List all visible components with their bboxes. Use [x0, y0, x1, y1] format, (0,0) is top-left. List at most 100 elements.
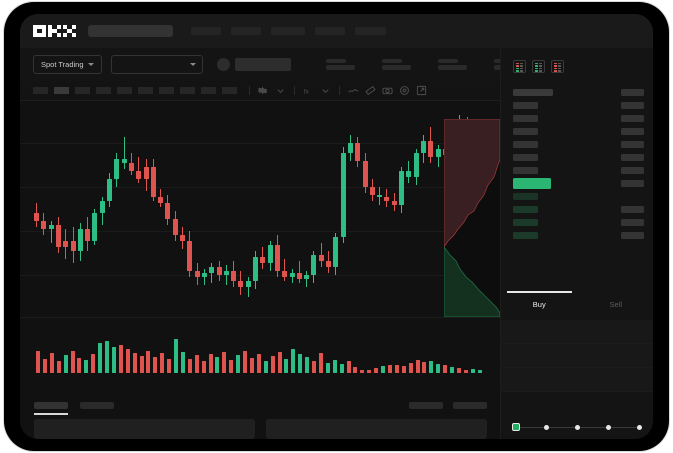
candle-body [369, 187, 375, 195]
volume-bar [56, 361, 61, 373]
bottom-tab-order-history[interactable] [80, 401, 114, 409]
candle-body [201, 273, 207, 277]
volume-bar [263, 361, 268, 373]
orderbook-bid-row[interactable] [501, 216, 653, 229]
timeframe-1w[interactable] [180, 87, 195, 94]
nav-item-1[interactable] [191, 27, 221, 35]
orderbook-ask-row-price [513, 115, 538, 122]
slider-dot[interactable] [636, 424, 642, 430]
candlestick-chart-icon[interactable] [258, 85, 269, 96]
okx-logo-k [48, 24, 61, 38]
volume-bar [270, 356, 275, 373]
market-depth-overlay[interactable] [443, 118, 500, 317]
order-form-amount-field[interactable] [501, 344, 653, 368]
chevron-down-icon[interactable] [275, 85, 286, 96]
volume-bar [284, 359, 289, 373]
order-amount-slider[interactable] [512, 422, 643, 432]
volume-bar [318, 353, 323, 373]
timeframe-5m[interactable] [54, 87, 69, 94]
candle-body [128, 163, 134, 171]
candle-body [282, 271, 288, 277]
timeframe-1m[interactable] [33, 87, 48, 94]
orderbook-ask-row[interactable] [501, 151, 653, 164]
line-chart-icon[interactable] [348, 85, 359, 96]
orderbook-bid-row[interactable] [501, 203, 653, 216]
timeframe-4h[interactable] [138, 87, 153, 94]
orderbook-ask-row-price [513, 167, 538, 174]
order-form-total-field[interactable] [501, 368, 653, 392]
spot-trading-dropdown[interactable]: Spot Trading [33, 55, 102, 74]
timeframe-15m[interactable] [75, 87, 90, 94]
nav-item-2[interactable] [231, 27, 261, 35]
order-form-price-field[interactable] [501, 320, 653, 344]
orderbook-view-both-icon[interactable] [513, 60, 526, 73]
okx-logo[interactable] [33, 24, 76, 38]
orderbook-spread-row[interactable] [501, 177, 653, 190]
orderbook-ask-row[interactable] [501, 112, 653, 125]
candle-wick [138, 157, 140, 183]
nav-item-5[interactable] [355, 27, 386, 35]
orderbook-bid-row[interactable] [501, 190, 653, 203]
candle-body [55, 225, 61, 247]
camera-icon[interactable] [382, 85, 393, 96]
orderbook-bid-row[interactable] [501, 229, 653, 242]
nav-item-3[interactable] [271, 27, 305, 35]
orderbook-ask-row[interactable] [501, 125, 653, 138]
volume-bar [187, 359, 192, 373]
timeframe-1d[interactable] [159, 87, 174, 94]
volume-bar [360, 370, 365, 373]
candle-body [223, 271, 229, 275]
volume-bar [312, 361, 316, 373]
timeframe-1mo[interactable] [201, 87, 216, 94]
candle-wick [306, 271, 308, 287]
candle-wick [284, 259, 286, 281]
bottom-panel-right[interactable] [266, 419, 487, 439]
bottom-action-2[interactable] [453, 401, 487, 409]
slider-dot[interactable] [544, 424, 550, 430]
orderbook-ask-row-size [621, 141, 644, 148]
timeframe-1h[interactable] [117, 87, 132, 94]
slider-dot[interactable] [605, 424, 611, 430]
bottom-action-1[interactable] [409, 401, 443, 409]
market-stat-2-value [381, 65, 411, 71]
volume-bar [208, 354, 213, 373]
sell-tab[interactable]: Sell [578, 291, 654, 317]
candle-body [238, 281, 244, 287]
orderbook-spread-row-price [513, 178, 551, 189]
nav-item-4[interactable] [315, 27, 345, 35]
slider-dot[interactable] [575, 424, 580, 430]
volume-bar [401, 366, 406, 373]
volume-bar [49, 353, 54, 373]
buy-tab[interactable]: Buy [501, 291, 578, 317]
chart-gridlines [20, 101, 500, 317]
orderbook-header-row[interactable] [501, 86, 653, 99]
settings-gear-icon[interactable] [399, 85, 410, 96]
trading-pair-select[interactable] [110, 55, 203, 74]
candle-body [260, 257, 266, 263]
depth-chart-svg [443, 118, 500, 317]
timeframe-30m[interactable] [96, 87, 111, 94]
orderbook-ask-row[interactable] [501, 164, 653, 177]
fullscreen-icon[interactable] [416, 85, 427, 96]
volume-bar [36, 351, 40, 373]
orderbook-ask-row[interactable] [501, 99, 653, 112]
candlestick-chart[interactable] [20, 101, 500, 317]
volume-bar [422, 362, 427, 373]
orderbook-view-asks-icon[interactable] [551, 60, 564, 73]
bottom-panel-left[interactable] [34, 419, 255, 439]
nav-search[interactable] [88, 25, 173, 37]
volume-bar [429, 361, 434, 373]
volume-bar [160, 353, 165, 373]
chevron-down-icon[interactable] [320, 85, 331, 96]
ruler-icon[interactable] [365, 85, 376, 96]
orderbook-rows[interactable] [501, 86, 653, 242]
chart-toolbar: fx [20, 81, 500, 101]
indicators-icon[interactable]: fx [303, 85, 314, 96]
orderbook-view-bids-icon[interactable] [532, 60, 545, 73]
timeframe-more[interactable] [222, 87, 237, 94]
orderbook-ask-row-size [621, 128, 644, 135]
orderbook-ask-row[interactable] [501, 138, 653, 151]
market-stat-3 [437, 58, 467, 71]
bottom-tab-open-orders[interactable] [34, 401, 68, 415]
slider-handle-active[interactable] [512, 423, 520, 431]
